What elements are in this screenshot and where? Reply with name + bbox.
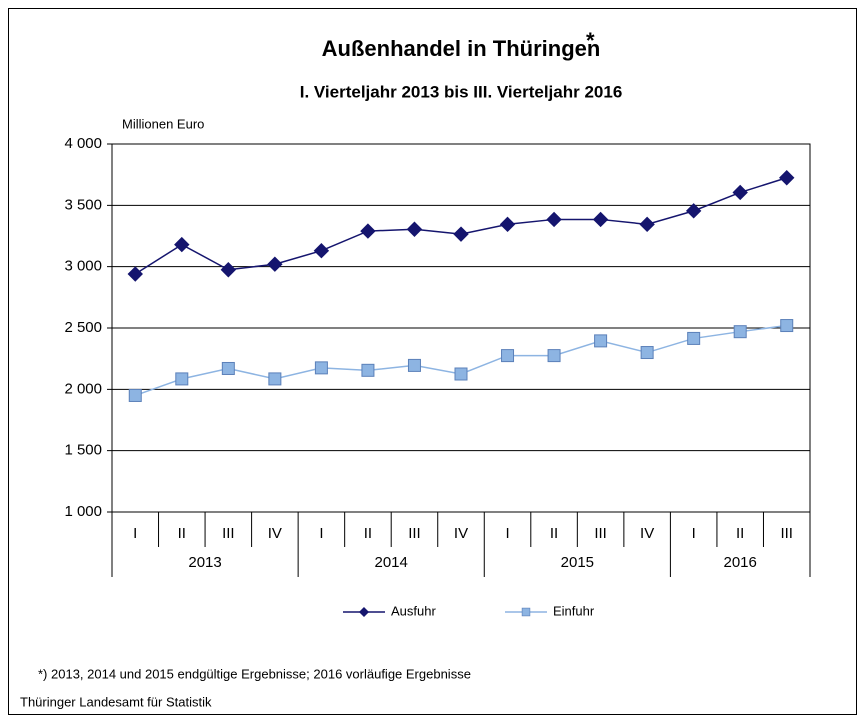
series-line: [134, 177, 787, 275]
x-tick-label: I: [505, 525, 509, 542]
point: [780, 319, 794, 333]
point: [175, 372, 189, 386]
point: [313, 243, 330, 259]
chart-title: Außenhandel in Thüringen: [322, 36, 601, 61]
point: [733, 325, 747, 339]
y-tick-label: 2 000: [64, 380, 102, 397]
x-tick-label: III: [222, 525, 235, 542]
x-group-label: 2015: [561, 554, 594, 571]
x-tick-label: III: [408, 525, 421, 542]
legend-label: Einfuhr: [553, 603, 595, 618]
x-tick-label: I: [692, 525, 696, 542]
point: [453, 226, 469, 242]
point: [640, 346, 654, 360]
x-tick-label: II: [550, 525, 558, 542]
point: [547, 349, 561, 363]
x-tick-label: IV: [640, 525, 654, 542]
y-tick-label: 2 500: [64, 319, 102, 336]
x-tick-label: I: [319, 525, 323, 542]
point: [685, 203, 702, 219]
point: [732, 184, 748, 201]
point: [501, 349, 515, 363]
x-tick-label: IV: [454, 525, 468, 542]
x-tick-label: III: [780, 525, 793, 542]
point: [220, 262, 237, 278]
x-tick-label: III: [594, 525, 607, 542]
y-tick-label: 3 500: [64, 196, 102, 213]
legend-marker: [521, 607, 531, 617]
point: [314, 361, 328, 375]
point: [594, 334, 608, 348]
x-tick-label: II: [736, 525, 744, 542]
legend-label: Ausfuhr: [391, 603, 436, 618]
point: [221, 361, 235, 375]
x-group-label: 2013: [188, 554, 221, 571]
x-tick-label: IV: [268, 525, 282, 542]
y-axis-label: Millionen Euro: [122, 116, 204, 131]
footnote: *) 2013, 2014 und 2015 endgültige Ergebn…: [38, 666, 471, 681]
x-tick-label: II: [178, 525, 186, 542]
frame: [8, 8, 857, 715]
point: [360, 223, 376, 239]
point: [499, 216, 516, 233]
point: [639, 216, 655, 233]
source: Thüringer Landesamt für Statistik: [20, 694, 212, 709]
point: [128, 388, 142, 402]
point: [592, 211, 609, 228]
x-tick-label: I: [133, 525, 137, 542]
point: [406, 221, 423, 237]
point: [127, 266, 143, 282]
point: [268, 372, 282, 386]
y-tick-label: 1 500: [64, 442, 102, 459]
y-tick-label: 3 000: [64, 258, 102, 275]
point: [267, 256, 283, 272]
x-tick-label: II: [364, 525, 372, 542]
y-tick-label: 1 000: [64, 503, 102, 520]
point: [687, 331, 701, 345]
point: [361, 363, 375, 377]
chart-subtitle: I. Vierteljahr 2013 bis III. Vierteljahr…: [300, 82, 623, 101]
title-mark: *: [586, 28, 595, 53]
y-tick-label: 4 000: [64, 135, 102, 152]
point: [779, 170, 795, 186]
x-group-label: 2014: [375, 554, 408, 571]
plot-border: [111, 143, 811, 513]
point: [407, 358, 421, 372]
point: [546, 211, 562, 228]
x-group-label: 2016: [724, 554, 757, 571]
point: [454, 367, 468, 381]
legend-marker: [358, 606, 370, 618]
point: [174, 236, 190, 253]
